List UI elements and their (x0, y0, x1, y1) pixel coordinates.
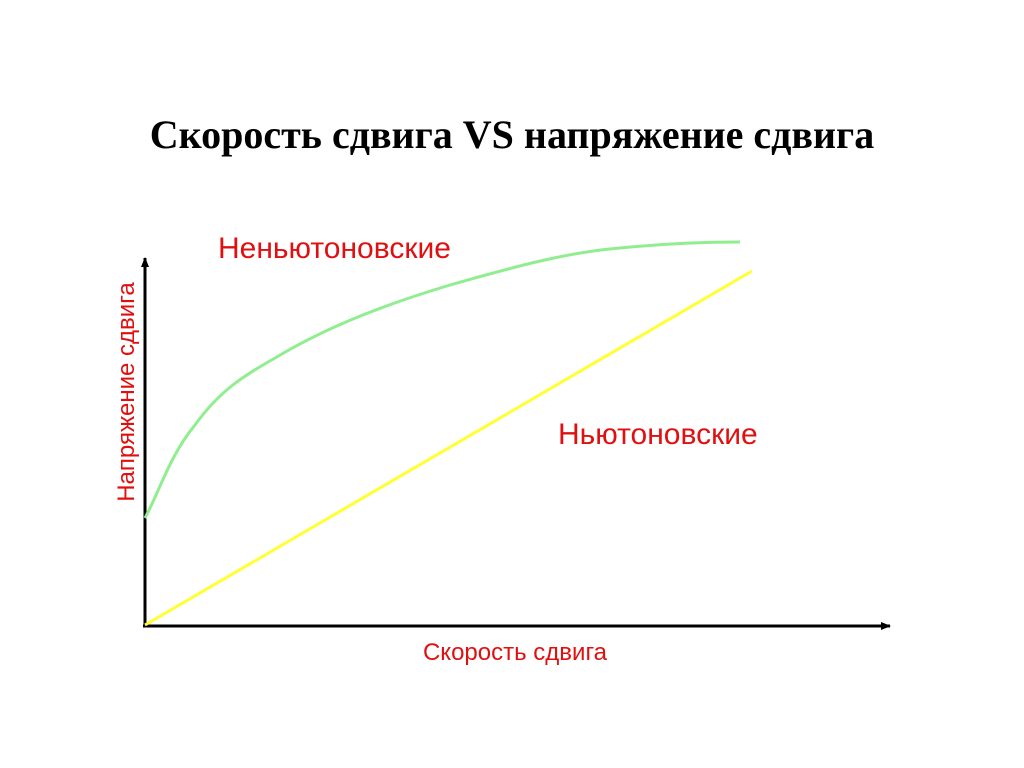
title: Скорость сдвига VS напряжение сдвига (150, 112, 874, 157)
newtonian-label: Ньютоновские (558, 418, 758, 451)
non-newtonian-curve (143, 240, 741, 519)
newtonian-line (144, 269, 753, 627)
y-axis-label: Напряжение сдвига (113, 282, 140, 502)
x-axis-label: Скорость сдвига (423, 639, 608, 666)
non-newtonian-label: Неньютоновские (218, 232, 451, 265)
